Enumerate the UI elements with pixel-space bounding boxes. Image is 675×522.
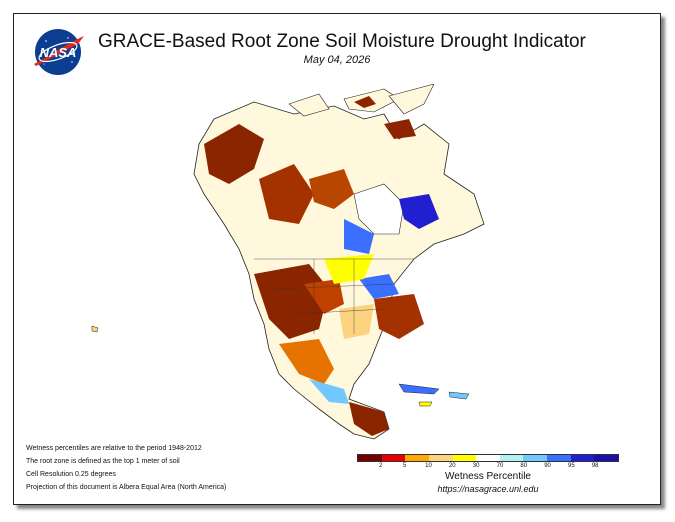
color-legend: 2 5 10 20 30 70 80 90 95 98 Wetness Percentile ht… bbox=[357, 454, 619, 494]
map-date: May 04, 2026 bbox=[303, 54, 371, 66]
legend-title: Wetness Percentile bbox=[445, 471, 531, 482]
note-line: Projection of this document is Albera Eq… bbox=[26, 484, 227, 491]
note-line: The root zone is defined as the top 1 me… bbox=[26, 458, 180, 465]
legend-swatch bbox=[570, 455, 595, 461]
note-line: Wetness percentiles are relative to the … bbox=[26, 445, 202, 452]
legend-tick-label: 95 bbox=[568, 463, 575, 469]
legend-swatch bbox=[547, 455, 571, 461]
source-url[interactable]: https://nasagrace.unl.edu bbox=[437, 484, 539, 494]
legend-swatch bbox=[358, 455, 382, 461]
legend-tick-label: 10 bbox=[425, 463, 432, 469]
legend-ticks: 2 5 10 20 30 70 80 90 95 98 bbox=[357, 462, 619, 470]
nasa-logo: NASA bbox=[34, 29, 84, 75]
legend-tick-label: 5 bbox=[402, 463, 407, 469]
north-america-landmass bbox=[91, 84, 485, 440]
legend-swatch bbox=[523, 455, 548, 461]
map-notes: Wetness percentiles are relative to the … bbox=[26, 442, 226, 494]
legend-swatch bbox=[594, 455, 619, 461]
drought-map bbox=[91, 84, 485, 440]
legend-tick-label: 98 bbox=[591, 463, 599, 469]
legend-tick-label: 20 bbox=[448, 463, 456, 469]
figure-frame: NASA GRACE-Based Root Zone Soil Moisture… bbox=[13, 13, 661, 505]
legend-swatch bbox=[428, 455, 453, 461]
legend-tick-label: 70 bbox=[496, 463, 504, 469]
legend-tick-label: 80 bbox=[520, 463, 528, 469]
legend-swatch bbox=[476, 455, 500, 461]
page-title: GRACE-Based Root Zone Soil Moisture Drou… bbox=[98, 31, 586, 52]
legend-color-bar bbox=[357, 454, 619, 462]
svg-text:NASA: NASA bbox=[40, 45, 77, 60]
legend-tick-label: 30 bbox=[472, 463, 480, 469]
note-line: Cell Resolution 0.25 degrees bbox=[26, 471, 116, 478]
legend-swatch bbox=[405, 455, 429, 461]
legend-swatch bbox=[381, 455, 406, 461]
legend-tick-label: 90 bbox=[544, 463, 551, 469]
legend-tick-label: 2 bbox=[379, 463, 383, 469]
legend-swatch bbox=[452, 455, 477, 461]
legend-swatch bbox=[499, 455, 524, 461]
